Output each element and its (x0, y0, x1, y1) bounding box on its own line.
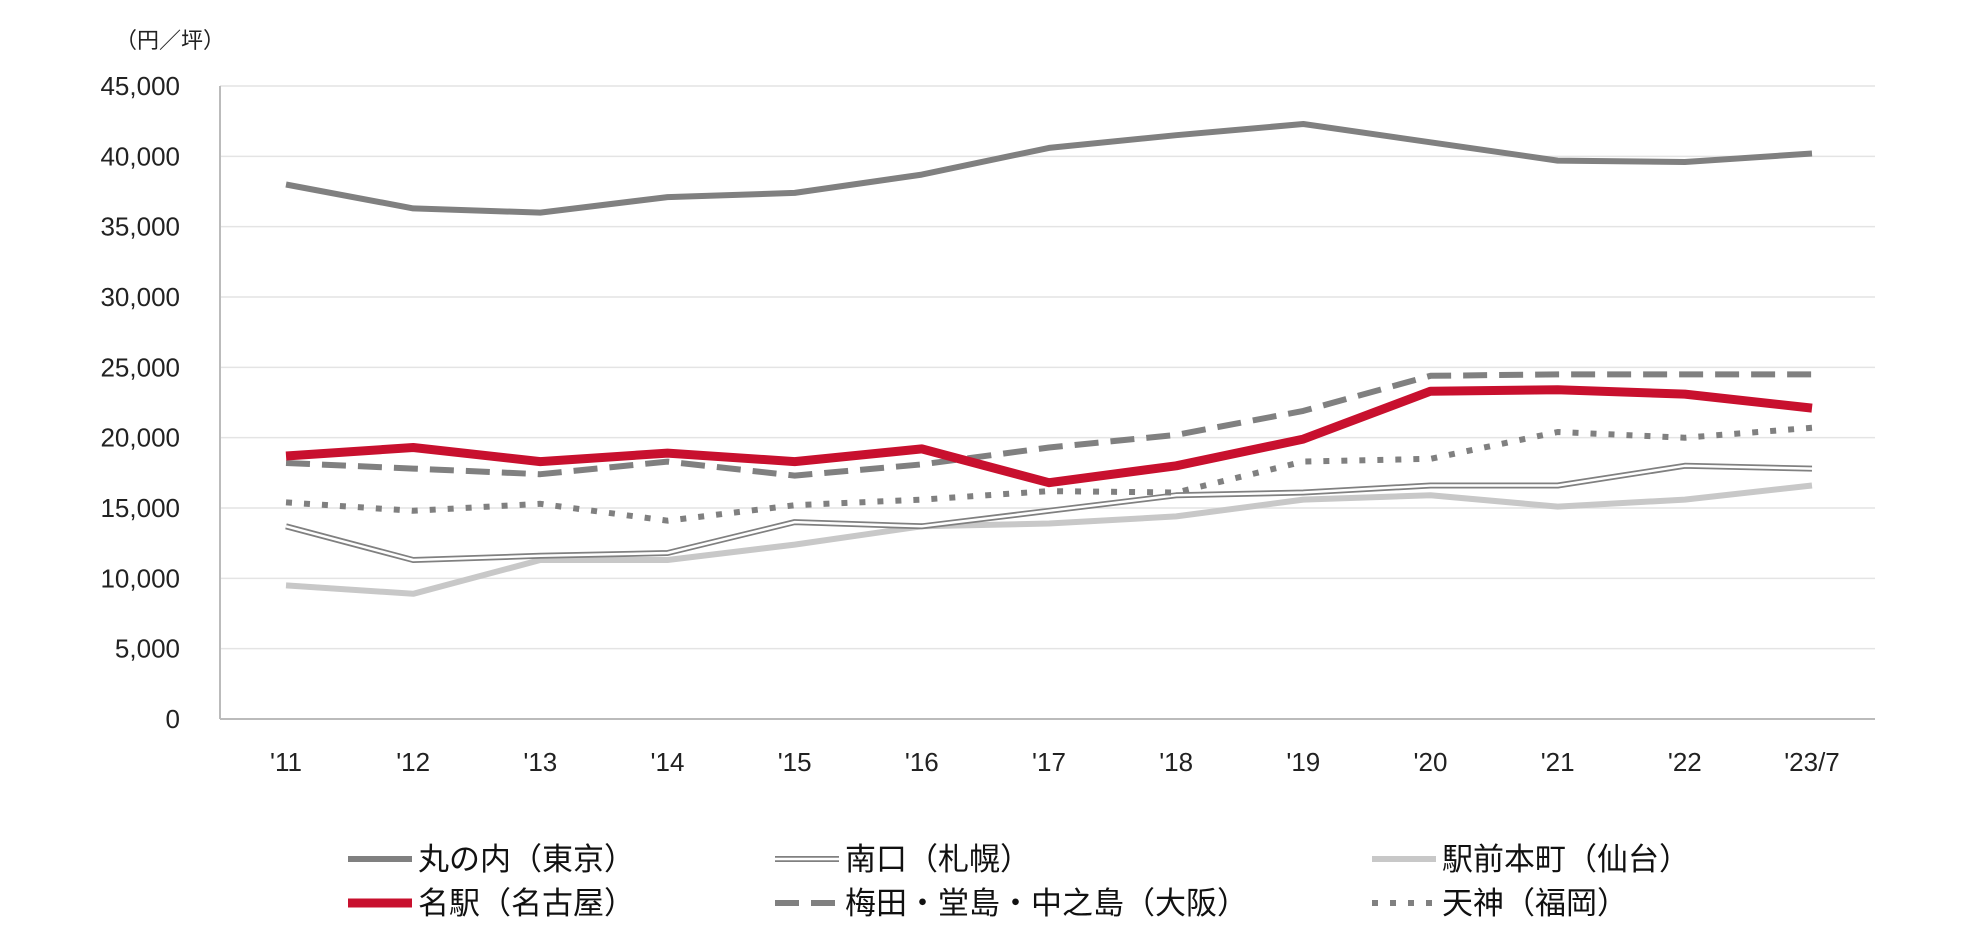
x-tick-label: '20 (1414, 747, 1448, 777)
x-tick-label: '13 (523, 747, 557, 777)
x-tick-label: '17 (1032, 747, 1066, 777)
x-tick-label: '23/7 (1784, 747, 1840, 777)
legend-label: 名駅（名古屋） (418, 886, 635, 922)
series-path (285, 121, 1813, 216)
legend-label: 天神（福岡） (1442, 886, 1628, 922)
y-tick-label: 5,000 (115, 634, 180, 664)
legend: 丸の内（東京） 南口（札幌） 駅前本町（仙台） 名駅（名古屋） 梅田・堂島・中之島（大阪… (348, 842, 1690, 922)
x-tick-label: '12 (396, 747, 430, 777)
series-path (285, 424, 1813, 524)
y-tick-label: 40,000 (100, 141, 180, 171)
legend-item: 南口（札幌） (775, 842, 1031, 878)
series-line (285, 385, 1813, 488)
legend-label: 駅前本町（仙台） (1442, 842, 1690, 878)
series-path (285, 385, 1813, 488)
y-tick-label: 10,000 (100, 563, 180, 593)
legend-label: 梅田・堂島・中之島（大阪） (845, 886, 1248, 922)
gridlines (220, 85, 1875, 650)
x-tick-label: '22 (1668, 747, 1702, 777)
series-line (285, 424, 1813, 524)
series-line (285, 371, 1812, 479)
x-tick-label: '15 (778, 747, 812, 777)
legend-item: 丸の内（東京） (348, 842, 635, 878)
x-tick-label: '18 (1159, 747, 1193, 777)
series-path (285, 464, 1813, 562)
legend-label: 丸の内（東京） (418, 842, 635, 878)
legend-item: 駅前本町（仙台） (1372, 842, 1690, 878)
y-unit-label: （円／坪） (115, 29, 225, 54)
x-tick-label: '19 (1286, 747, 1320, 777)
y-tick-label: 15,000 (100, 493, 180, 523)
legend-label: 南口（札幌） (845, 842, 1031, 878)
x-tick-label: '16 (905, 747, 939, 777)
series-path (285, 482, 1813, 597)
y-tick-label: 30,000 (100, 282, 180, 312)
x-tick-labels: '11 '12 '13 '14 '15 '16 '17 '18 '19 '20 '21 '22 '23/… (270, 747, 1840, 777)
x-tick-label: '14 (651, 747, 685, 777)
x-tick-label: '11 (270, 747, 302, 777)
legend-item: 天神（福岡） (1372, 886, 1628, 922)
series-line (285, 121, 1813, 216)
y-tick-labels: 0 5,000 10,000 15,000 20,000 25,000 30,000 35,0… (100, 71, 180, 734)
x-tick-label: '21 (1541, 747, 1575, 777)
series-path (285, 371, 1812, 479)
series-line (285, 462, 1813, 563)
y-tick-label: 35,000 (100, 212, 180, 242)
y-tick-label: 45,000 (100, 71, 180, 101)
series-lines (285, 121, 1813, 597)
y-tick-label: 25,000 (100, 352, 180, 382)
legend-item: 梅田・堂島・中之島（大阪） (775, 886, 1248, 922)
legend-item: 名駅（名古屋） (348, 886, 635, 922)
y-tick-label: 0 (166, 704, 180, 734)
y-tick-label: 20,000 (100, 423, 180, 453)
series-line (285, 482, 1813, 597)
axes (219, 86, 1875, 720)
